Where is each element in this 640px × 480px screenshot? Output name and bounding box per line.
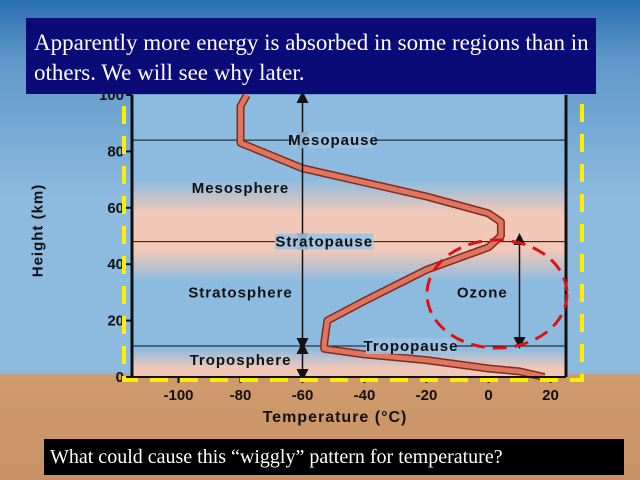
- profile-line: [238, 93, 545, 380]
- x-tick-label: -20: [416, 387, 438, 404]
- x-tick-label: -60: [292, 387, 314, 404]
- ozone-highlight-circle: [425, 238, 569, 350]
- x-tick-label: 0: [484, 387, 492, 404]
- y-tick-label: 60: [107, 200, 124, 217]
- boundary-label: Mesopause: [288, 132, 379, 149]
- x-tick-label: 20: [542, 387, 559, 404]
- boundary-label-bg: [366, 337, 456, 354]
- y-tick-label: 20: [107, 313, 124, 330]
- boundary-label-bg: [292, 132, 375, 149]
- y-tick-label: 80: [107, 143, 124, 160]
- x-axis-title: Temperature (°C): [262, 409, 408, 426]
- boundary-label-bg: [274, 233, 374, 250]
- top-caption: Apparently more energy is absorbed in so…: [26, 18, 596, 94]
- layer-label: Mesosphere: [192, 180, 290, 197]
- boundary-label: Tropopause: [363, 338, 458, 355]
- y-tick-label: 40: [107, 256, 124, 273]
- boundary-label: Stratopause: [275, 234, 373, 251]
- x-tick-label: -80: [230, 387, 252, 404]
- x-tick-label: -100: [163, 387, 193, 404]
- highlight-box: [122, 80, 584, 382]
- y-tick-label: 0: [116, 369, 124, 386]
- layer-label: Stratosphere: [188, 284, 293, 301]
- x-tick-label: -40: [354, 387, 376, 404]
- bottom-caption: What could cause this “wiggly” pattern f…: [44, 439, 624, 475]
- annotation-label: Ozone: [457, 284, 508, 301]
- y-axis-title: Height (km): [29, 183, 47, 278]
- layer-label: Troposphere: [190, 352, 292, 369]
